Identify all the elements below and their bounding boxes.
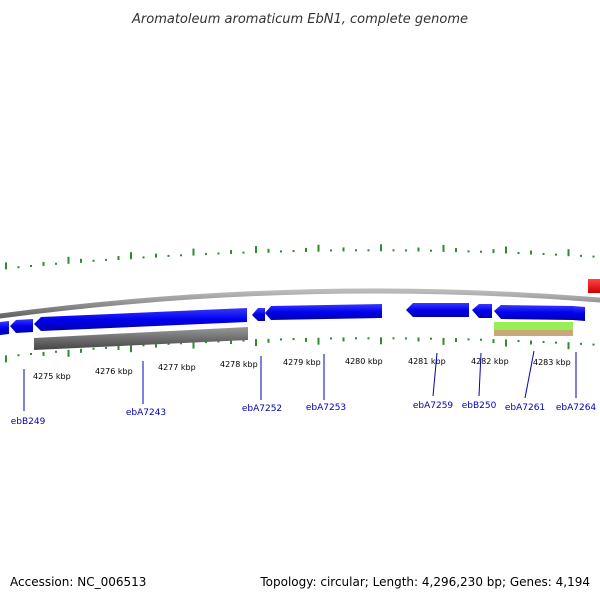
gene-arrow[interactable] bbox=[573, 306, 585, 321]
map-title: Aromatoleum aromaticum EbN1, complete ge… bbox=[131, 12, 468, 27]
gene-arrow[interactable] bbox=[0, 321, 9, 335]
scale-axis: 4275 kbp 4276 kbp 4277 kbp 4278 kbp 4279… bbox=[33, 357, 571, 381]
scale-label: 4276 kbp bbox=[95, 367, 133, 376]
feature-gray-bar[interactable] bbox=[34, 327, 248, 350]
leader-line bbox=[478, 352, 482, 397]
gene-label-ebA7252[interactable]: ebA7252 bbox=[242, 404, 282, 414]
gene-label-leaders bbox=[23, 350, 577, 411]
gc-content-track-upper bbox=[5, 244, 595, 270]
gene-label-ebA7243[interactable]: ebA7243 bbox=[126, 408, 166, 418]
scale-label: 4279 kbp bbox=[283, 358, 321, 367]
gene-arrow[interactable] bbox=[34, 308, 247, 331]
gene-label-ebA7259[interactable]: ebA7259 bbox=[413, 401, 454, 411]
scale-label: 4283 kbp bbox=[533, 358, 571, 367]
leader-line bbox=[524, 350, 535, 399]
gene-labels: ebB249 ebA7243 ebA7252 ebA7253 ebA7259 e… bbox=[11, 401, 597, 427]
gene-track bbox=[0, 303, 585, 335]
gene-label-ebA7253[interactable]: ebA7253 bbox=[306, 403, 346, 413]
genome-summary-text: Topology: circular; Length: 4,296,230 bp… bbox=[259, 575, 590, 589]
scale-label: 4280 kbp bbox=[345, 357, 383, 366]
gene-arrow[interactable] bbox=[494, 305, 573, 320]
leader-line bbox=[432, 352, 438, 397]
accession-text: Accession: NC_006513 bbox=[10, 575, 146, 589]
scale-label: 4275 kbp bbox=[33, 372, 71, 381]
gene-arrow[interactable] bbox=[472, 304, 492, 318]
feature-tan-bar[interactable] bbox=[494, 330, 573, 336]
gene-label-ebB250[interactable]: ebB250 bbox=[462, 401, 497, 411]
scale-label: 4277 kbp bbox=[158, 363, 196, 372]
gene-arrow[interactable] bbox=[265, 304, 382, 320]
feature-red-block[interactable] bbox=[588, 279, 600, 293]
gene-arrow[interactable] bbox=[252, 308, 265, 321]
gene-label-ebA7261[interactable]: ebA7261 bbox=[505, 403, 545, 413]
gene-arrow[interactable] bbox=[406, 303, 469, 317]
gene-arrow[interactable] bbox=[10, 319, 33, 333]
scale-label: 4282 kbp bbox=[471, 357, 509, 366]
genome-backbone-arc bbox=[0, 288, 600, 319]
gene-label-ebA7264[interactable]: ebA7264 bbox=[556, 403, 597, 413]
gene-label-ebB249[interactable]: ebB249 bbox=[11, 417, 46, 427]
feature-green-bar[interactable] bbox=[494, 322, 573, 330]
scale-label: 4281 kbp bbox=[408, 357, 446, 366]
scale-label: 4278 kbp bbox=[220, 360, 258, 369]
